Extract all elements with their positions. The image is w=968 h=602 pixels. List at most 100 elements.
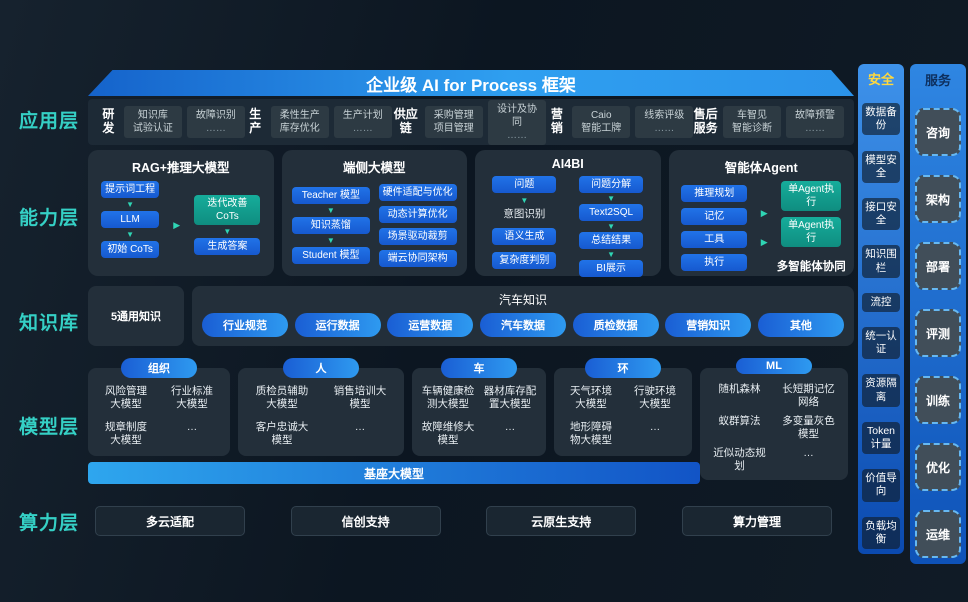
auto-knowledge-box: 汽车知识 行业规范 运行数据 运营数据 汽车数据 质检数据 营销知识 其他 xyxy=(192,286,854,346)
app-group-marketing: 营销 Caio 智能工牌 线索评级 …… xyxy=(546,106,694,138)
app-chip-line: …… xyxy=(352,123,373,134)
agent-module-tools: 工具 xyxy=(681,230,748,248)
card-title: 智能体Agent xyxy=(724,161,798,175)
card-agent: 智能体Agent 推理规划 记忆 工具 执行 ▶ ▶ 单Agent执行 单Age… xyxy=(668,150,854,276)
service-item-architecture: 架构 xyxy=(915,175,961,223)
rag-step-prompt: 提示词工程 xyxy=(101,181,160,198)
app-group-production: 生产 柔性生产 库存优化 生产计划 …… xyxy=(245,106,392,138)
model-item: 客户忠诚大模型 xyxy=(255,420,309,446)
model-group-tag: 组织 xyxy=(121,358,197,378)
model-item: 故障维修大模型 xyxy=(421,420,475,446)
app-chip-line: 智能工牌 xyxy=(581,123,622,134)
app-group-name: 售后服务 xyxy=(693,107,718,135)
application-layer-row: 研发 知识库 试验认证 故障识别 …… 生产 柔性生产 库存优化 生产计划 ……… xyxy=(88,99,854,145)
agent-single-exec-1: 单Agent执行 xyxy=(781,181,842,211)
model-item-more: … xyxy=(504,420,516,433)
model-item: 质检员辅助大模型 xyxy=(255,384,309,410)
compute-management: 算力管理 xyxy=(681,506,832,536)
model-item: 随机森林 xyxy=(718,382,761,395)
general-knowledge-box: 5通用知识 xyxy=(88,286,184,346)
app-group-name: 研发 xyxy=(102,107,115,135)
app-chip: 柔性生产 库存优化 xyxy=(270,106,329,138)
model-item: 行业标准大模型 xyxy=(171,384,213,410)
model-layer-row: 组织 风险管理大模型 行业标准大模型 规章制度大模型 … 人 质检员辅助大模型 … xyxy=(88,358,854,480)
agent-single-exec-2: 单Agent执行 xyxy=(781,217,842,247)
model-item: 长短期记忆网络 xyxy=(782,382,835,408)
security-item-resource-isolation: 资源隔离 xyxy=(862,374,900,407)
app-chip-line: 故障预警 xyxy=(795,110,835,121)
arrow-down-icon: ▼ xyxy=(607,194,616,203)
security-item-knowledge-guardrail: 知识围栏 xyxy=(862,245,900,278)
model-group-ml: ML 随机森林 长短期记忆网络 蚁群算法 多变量灰色模型 近似动态规划 … xyxy=(700,358,848,480)
model-item: 销售培训大模型 xyxy=(333,384,387,410)
kb-pill-vehicle-data: 汽车数据 xyxy=(479,313,566,337)
security-item-unified-auth: 统一认证 xyxy=(862,327,900,360)
security-header: 安全 xyxy=(867,72,894,87)
arrow-right-icon: ▶ xyxy=(760,207,768,218)
kb-pill-other: 其他 xyxy=(757,313,844,337)
app-chip-line: 知识库 xyxy=(137,110,168,121)
app-chip-line: …… xyxy=(205,123,226,134)
card-ai4bi: AI4BI 问题 ▼ 意图识别 语义生成 复杂度判别 问题分解 ▼ Text2S… xyxy=(475,150,661,277)
layer-label-capability: 能力层 xyxy=(18,208,79,229)
layer-label-application: 应用层 xyxy=(18,111,79,132)
rag-step-llm: LLM xyxy=(101,211,160,228)
app-chip: 故障识别 …… xyxy=(186,106,245,138)
service-item-operations: 运维 xyxy=(915,510,961,558)
security-item-flow-control: 流控 xyxy=(862,292,900,312)
app-chip-line: 线索评级 xyxy=(644,110,685,121)
service-column: 服务 咨询 架构 部署 评测 训练 优化 运维 xyxy=(910,64,966,564)
arrow-down-icon: ▼ xyxy=(520,196,529,205)
edge-opt-dynamic: 动态计算优化 xyxy=(378,205,457,223)
card-title: AI4BI xyxy=(551,157,584,171)
security-item-model-security: 模型安全 xyxy=(862,150,900,183)
arrow-down-icon: ▼ xyxy=(326,235,335,245)
model-item: 近似动态规划 xyxy=(713,446,766,472)
layer-label-compute: 算力层 xyxy=(18,513,79,534)
app-chip-line: 试验认证 xyxy=(132,123,173,134)
ai4bi-summary: 总结结果 xyxy=(579,232,644,249)
security-column: 安全 数据备份 模型安全 接口安全 知识围栏 流控 统一认证 资源隔离 Toke… xyxy=(858,64,904,554)
model-item: 风险管理大模型 xyxy=(105,384,147,410)
security-item-api-security: 接口安全 xyxy=(862,197,900,231)
app-group-name: 供应链 xyxy=(393,107,418,135)
security-item-load-balancing: 负载均衡 xyxy=(862,516,900,549)
service-item-evaluation: 评测 xyxy=(915,309,961,357)
model-item: 多变量灰色模型 xyxy=(782,414,835,440)
ai4bi-text2sql: Text2SQL xyxy=(579,204,644,221)
edge-opt-cloud: 端云协同架构 xyxy=(378,249,457,267)
model-group-organization: 组织 风险管理大模型 行业标准大模型 规章制度大模型 … xyxy=(88,358,230,456)
model-item-more: … xyxy=(649,420,661,433)
ai4bi-intent: 意图识别 xyxy=(503,208,546,220)
model-item: 蚁群算法 xyxy=(718,414,761,427)
ai4bi-decompose: 问题分解 xyxy=(579,176,644,193)
capability-layer-row: RAG+推理大模型 提示词工程 ▼ LLM ▼ 初始 CoTs ▶ 迭代改善Co… xyxy=(88,150,854,277)
model-group-tag: 车 xyxy=(441,358,517,378)
app-chip-line: …… xyxy=(507,129,528,141)
ai4bi-bi-display: BI展示 xyxy=(579,260,644,277)
base-model-bar: 基座大模型 xyxy=(88,462,700,484)
app-chip: Caio 智能工牌 xyxy=(572,106,631,138)
rag-loop-cots: 迭代改善CoTs xyxy=(194,195,261,225)
ai4bi-semantic: 语义生成 xyxy=(492,227,557,245)
model-item-more: … xyxy=(803,446,814,459)
app-chip: 设计及协同 …… xyxy=(487,99,547,145)
model-group-tag: 环 xyxy=(585,358,661,378)
edge-step-student: Student 模型 xyxy=(291,246,370,264)
kb-pill-operation-data: 运行数据 xyxy=(294,313,381,337)
app-chip-line: 库存优化 xyxy=(279,123,320,134)
model-item: 规章制度大模型 xyxy=(105,420,147,446)
layer-label-knowledge: 知识库 xyxy=(18,313,79,334)
rag-step-initial-cots: 初始 CoTs xyxy=(101,241,160,258)
app-group-after-sales: 售后服务 车智见 智能诊断 故障预警 …… xyxy=(693,106,844,138)
service-item-consulting: 咨询 xyxy=(915,108,961,156)
arrow-right-icon: ▶ xyxy=(760,236,768,247)
security-item-data-backup: 数据备份 xyxy=(862,103,900,136)
model-item: 行驶环境大模型 xyxy=(634,384,676,410)
kb-pill-ops-data: 运营数据 xyxy=(387,313,474,337)
app-chip-line: 设计及协同 xyxy=(497,103,538,128)
service-item-optimization: 优化 xyxy=(915,443,961,491)
service-header: 服务 xyxy=(924,73,951,88)
app-chip-line: 柔性生产 xyxy=(279,110,320,121)
